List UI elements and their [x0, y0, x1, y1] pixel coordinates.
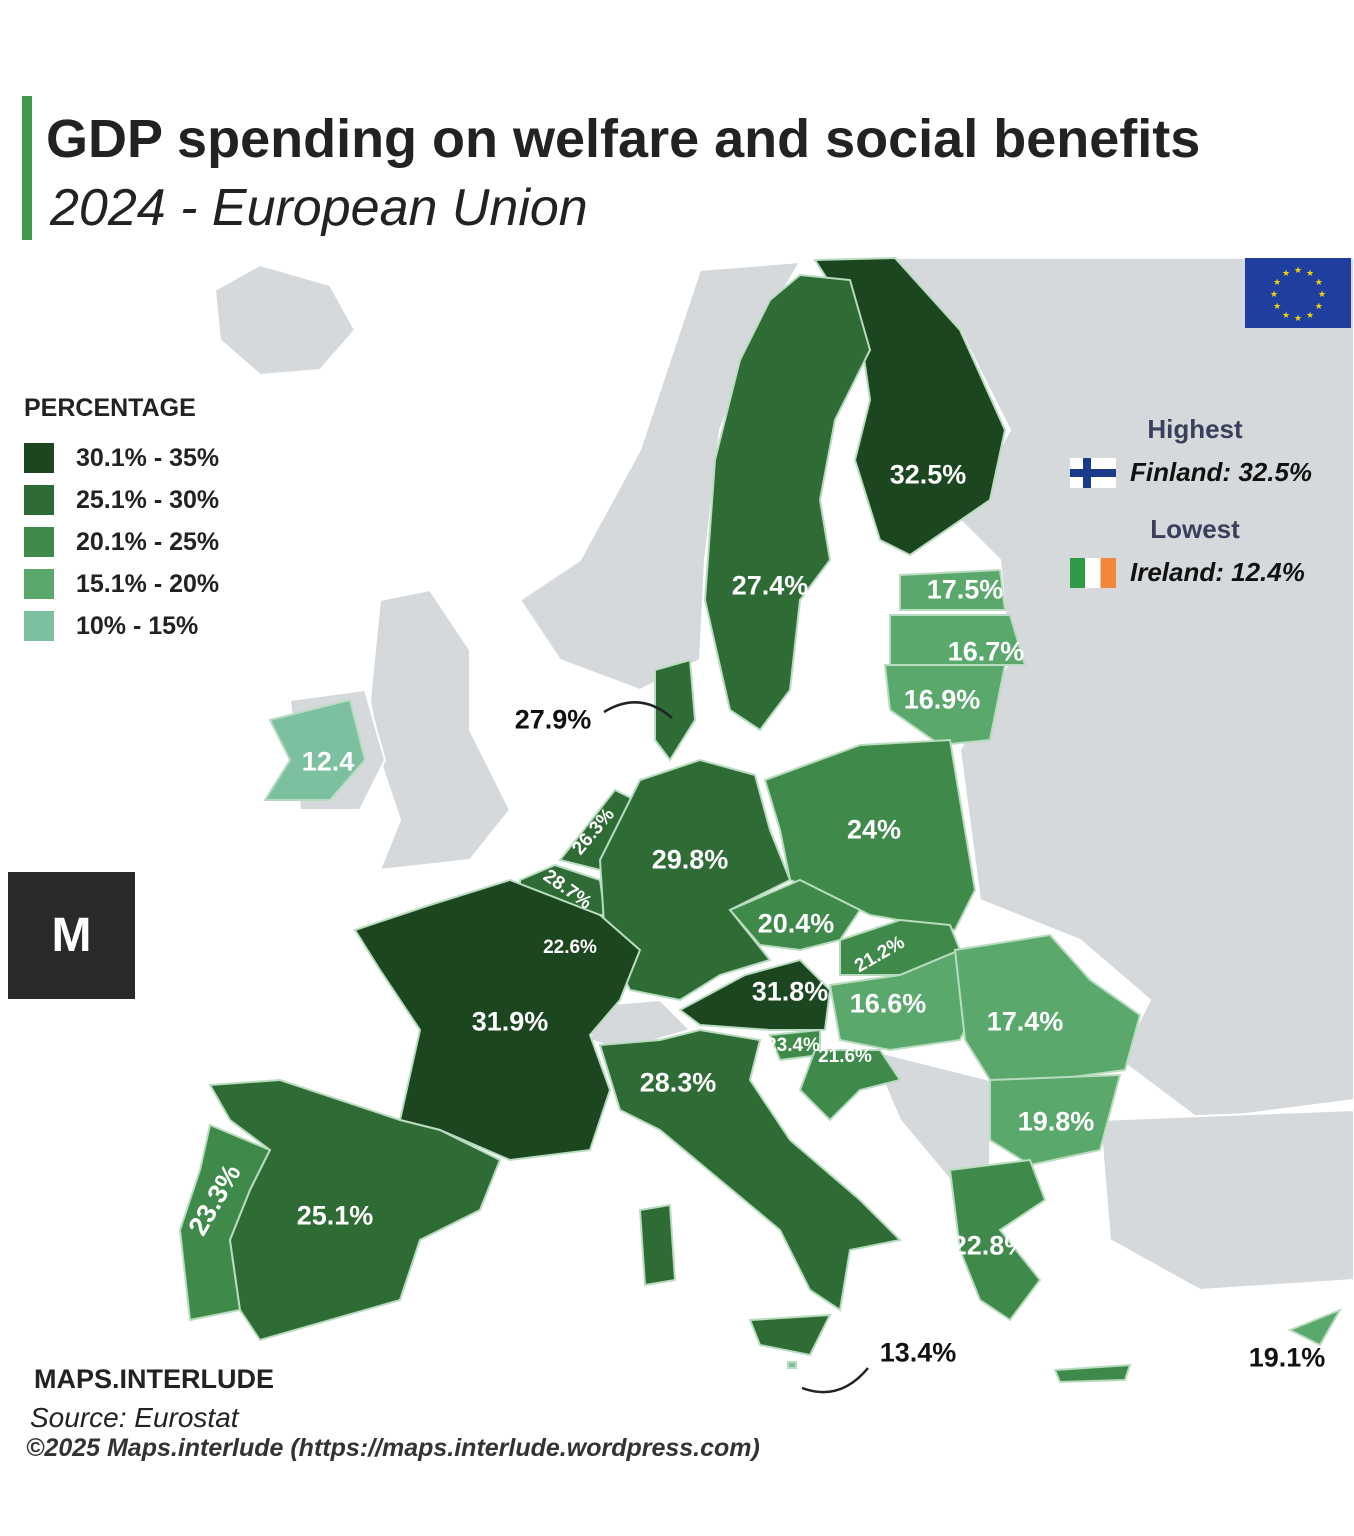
title: GDP spending on welfare and social benef…	[46, 109, 1201, 169]
non-eu-land	[213, 263, 357, 377]
value-label-croatia: 21.6%	[818, 1046, 872, 1067]
region-estonia	[899, 568, 1007, 611]
legend-label: 30.1% - 35%	[76, 443, 220, 472]
star-icon: ★	[1273, 301, 1281, 311]
region-croatia	[798, 1049, 902, 1122]
region-ireland	[263, 698, 367, 801]
region-sweden	[703, 273, 872, 732]
subtitle: 2024 - European Union	[50, 179, 588, 237]
brand-logo: M	[8, 872, 135, 999]
legend-swatch	[24, 443, 54, 473]
value-label-greece: 22.8%	[951, 1230, 1029, 1261]
region-italy	[638, 1203, 677, 1287]
legend-label: 20.1% - 25%	[76, 527, 220, 556]
legend: PERCENTAGE 30.1% - 35% 25.1% - 30% 20.1% -…	[24, 394, 219, 647]
lowest-value: Ireland: 12.4%	[1130, 557, 1305, 587]
value-label-hungary: 16.6%	[849, 988, 927, 1019]
legend-swatch	[24, 527, 54, 557]
value-label-malta: 13.4%	[879, 1337, 957, 1368]
value-label-bulgaria: 19.8%	[1017, 1106, 1095, 1137]
star-icon: ★	[1318, 289, 1326, 299]
eu-flag-icon: ★ ★ ★ ★ ★ ★ ★ ★ ★ ★ ★ ★	[1245, 258, 1351, 328]
legend-swatch	[24, 569, 54, 599]
pointer-arrow-icon	[603, 701, 673, 719]
value-label-denmark: 27.9%	[514, 704, 592, 735]
legend-label: 10% - 15%	[76, 611, 199, 640]
highest-heading: Highest	[1147, 414, 1243, 444]
region-lithuania	[883, 664, 1007, 747]
value-label-lithuania: 16.9%	[903, 684, 981, 715]
legend-label: 15.1% - 20%	[76, 569, 220, 598]
region-latvia	[889, 614, 1027, 666]
ireland-flag-icon	[1070, 557, 1116, 588]
star-icon: ★	[1273, 277, 1281, 287]
finland-flag-icon	[1070, 457, 1116, 488]
star-icon: ★	[1306, 310, 1314, 320]
region-cyprus	[1287, 1308, 1343, 1347]
star-icon: ★	[1282, 310, 1290, 320]
star-icon: ★	[1282, 268, 1290, 278]
star-icon: ★	[1270, 289, 1278, 299]
region-malta	[787, 1361, 797, 1369]
value-label-france: 31.9%	[471, 1006, 549, 1037]
value-label-luxembourg: 22.6%	[543, 937, 597, 958]
legend-swatch	[24, 611, 54, 641]
star-icon: ★	[1315, 277, 1323, 287]
region-bulgaria	[989, 1073, 1122, 1167]
value-label-cyprus: 19.1%	[1248, 1342, 1326, 1373]
star-icon: ★	[1306, 268, 1314, 278]
region-spain	[208, 1078, 502, 1342]
brand-name: MAPS.INTERLUDE	[34, 1364, 275, 1394]
value-label-estonia: 17.5%	[926, 574, 1004, 605]
star-icon: ★	[1315, 301, 1323, 311]
value-label-czechia: 20.4%	[757, 908, 835, 939]
value-label-slovenia: 23.4%	[766, 1035, 820, 1056]
value-label-finland: 32.5%	[889, 459, 967, 490]
copyright: ©2025 Maps.interlude (https://maps.inter…	[26, 1434, 760, 1462]
legend-item: 20.1% - 25%	[24, 521, 219, 563]
source: Source: Eurostat	[30, 1402, 239, 1433]
region-romania	[953, 933, 1142, 1081]
region-italy	[748, 1313, 832, 1357]
value-label-ireland: 12.4	[301, 746, 355, 777]
star-icon: ★	[1294, 313, 1302, 323]
pointer-arrow-icon	[801, 1367, 869, 1394]
region-greece	[948, 1158, 1047, 1322]
region-denmark	[654, 658, 697, 762]
non-eu-land	[368, 588, 512, 872]
legend-item: 30.1% - 35%	[24, 437, 219, 479]
title-accent-bar	[22, 96, 32, 240]
value-label-germany: 29.8%	[651, 844, 729, 875]
lowest-heading: Lowest	[1150, 514, 1240, 544]
legend-item: 25.1% - 30%	[24, 479, 219, 521]
value-label-italy: 28.3%	[639, 1067, 717, 1098]
value-label-sweden: 27.4%	[731, 570, 809, 601]
highlights: Highest Finland: 32.5% Lowest Ireland: 1…	[1070, 414, 1330, 614]
region-greece	[1053, 1363, 1132, 1384]
legend-label: 25.1% - 30%	[76, 485, 220, 514]
legend-title: PERCENTAGE	[24, 394, 196, 422]
star-icon: ★	[1294, 265, 1302, 275]
value-label-spain: 25.1%	[296, 1200, 374, 1231]
value-label-latvia: 16.7%	[947, 636, 1025, 667]
legend-swatch	[24, 485, 54, 515]
legend-item: 10% - 15%	[24, 605, 219, 647]
value-label-poland: 24%	[846, 814, 902, 845]
highest-value: Finland: 32.5%	[1130, 457, 1313, 487]
non-eu-land	[1098, 1108, 1354, 1292]
region-austria	[678, 958, 832, 1031]
region-italy	[598, 1028, 903, 1312]
value-label-romania: 17.4%	[986, 1006, 1064, 1037]
value-label-austria: 31.8%	[751, 976, 829, 1007]
region-france	[353, 878, 642, 1162]
legend-item: 15.1% - 20%	[24, 563, 219, 605]
